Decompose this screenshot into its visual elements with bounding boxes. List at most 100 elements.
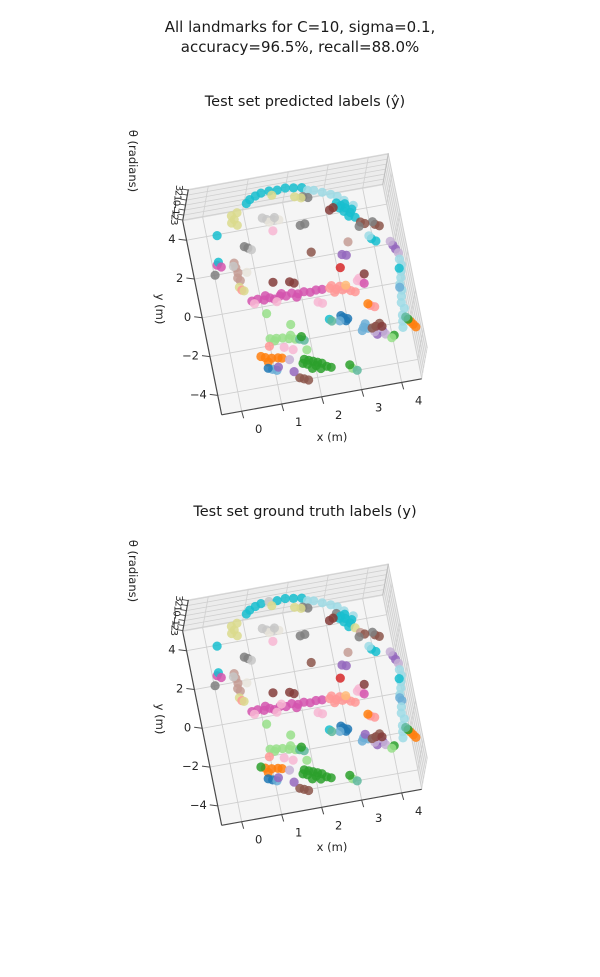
landmark-point (350, 697, 360, 707)
landmark-point (360, 319, 370, 329)
landmark-point (352, 365, 362, 375)
landmark-point (268, 688, 278, 698)
landmark-point (367, 733, 377, 744)
landmark-point (317, 695, 327, 705)
landmark-point (371, 236, 381, 246)
scatter-points-ground_truth (210, 593, 421, 796)
landmark-point (317, 284, 327, 294)
landmark-point (309, 185, 319, 195)
landmark-point (300, 219, 310, 229)
x-tick-label: 0 (255, 833, 262, 847)
landmark-point (363, 299, 373, 309)
landmark-point (302, 345, 312, 355)
landmark-point (263, 363, 273, 373)
landmark-point (273, 773, 283, 783)
landmark-point (289, 777, 299, 787)
landmark-point (260, 291, 270, 301)
landmark-point (249, 709, 260, 719)
landmark-point (228, 672, 238, 682)
y-tick-label: −4 (190, 387, 207, 401)
landmark-point (327, 316, 337, 326)
landmark-point (286, 319, 296, 330)
subplot-truth-title: Test set ground truth labels (y) (193, 504, 417, 520)
y-tick-label: −4 (190, 798, 207, 812)
z-tick-label: 1 (171, 195, 182, 201)
landmark-point (232, 220, 242, 230)
y-tick-label: −2 (182, 349, 199, 363)
subplot-predicted-xaxis-label: x (m) (316, 430, 348, 444)
landmark-point (300, 629, 310, 640)
landmark-point (216, 672, 226, 683)
z-tick-label: −2 (169, 206, 180, 221)
landmark-point (328, 613, 338, 623)
landmark-point (371, 646, 381, 657)
landmark-point (257, 213, 267, 223)
landmark-point (256, 762, 266, 772)
landmark-point (367, 627, 377, 637)
y-tick-label: 2 (176, 271, 183, 285)
landmark-point (395, 282, 405, 292)
landmark-point (288, 345, 298, 355)
landmark-point (335, 263, 345, 273)
landmark-point (317, 598, 327, 608)
landmark-point (268, 226, 278, 236)
x-tick-label: 2 (335, 408, 342, 422)
landmark-point (276, 289, 286, 299)
landmark-point (328, 203, 338, 213)
y-tick-label: 0 (184, 310, 191, 324)
landmark-point (277, 353, 287, 363)
landmark-point (277, 764, 287, 774)
y-tick-label: 0 (184, 720, 191, 734)
landmark-point (276, 699, 286, 709)
landmark-point (352, 776, 362, 786)
landmark-point (288, 755, 298, 765)
landmark-point (289, 367, 299, 377)
z-tick-label: −2 (169, 616, 180, 631)
x-tick-label: 4 (415, 393, 422, 407)
z-tick-label: 0 (171, 200, 182, 206)
y-tick-labels: −4 −2 0 2 4 (168, 232, 218, 401)
landmark-point (235, 686, 245, 696)
landmark-point (302, 755, 312, 765)
z-tick-label: 2 (172, 600, 183, 606)
landmark-point (295, 373, 305, 383)
landmark-point (326, 281, 336, 291)
landmark-point (335, 673, 345, 683)
landmark-point (359, 269, 369, 279)
landmark-point (296, 332, 306, 342)
y-tick-labels: −4 −2 0 2 4 (168, 643, 218, 812)
landmark-point (303, 192, 313, 203)
landmark-point (239, 652, 249, 662)
landmark-point (264, 341, 274, 351)
subplot-truth-xaxis-label: x (m) (316, 840, 348, 854)
y-tick-label: −2 (182, 759, 199, 773)
landmark-point (374, 221, 384, 231)
landmark-point (273, 362, 283, 372)
landmark-point (210, 681, 220, 691)
landmark-point (326, 691, 336, 701)
landmark-point (363, 709, 373, 719)
landmark-point (395, 693, 405, 703)
landmark-point (295, 783, 305, 793)
landmark-point (256, 599, 266, 609)
landmark-point (269, 623, 279, 633)
landmark-point (284, 765, 295, 775)
landmark-point (256, 188, 266, 198)
x-tick-label: 1 (295, 415, 302, 429)
landmark-point (316, 363, 326, 374)
landmark-point (317, 187, 327, 197)
subplot-truth-yaxis-label: y (m) (153, 703, 167, 735)
landmark-point (343, 647, 353, 658)
landmark-point (367, 323, 377, 333)
landmark-point (289, 278, 299, 288)
landmark-point (398, 322, 408, 332)
landmark-point (385, 236, 395, 246)
landmark-point (260, 701, 270, 711)
landmark-point (256, 351, 266, 362)
landmark-point (280, 183, 290, 193)
z-tick-label: −1 (170, 201, 181, 216)
landmark-point (262, 719, 272, 729)
